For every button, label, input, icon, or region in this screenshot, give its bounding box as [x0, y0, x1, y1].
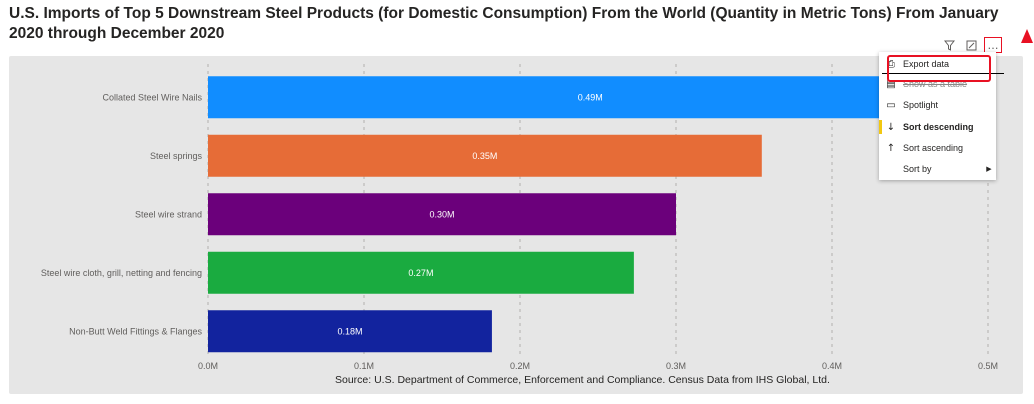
menu-item-label: Export data — [903, 59, 950, 69]
focus-mode-icon[interactable] — [962, 37, 980, 53]
category-label: Collated Steel Wire Nails — [102, 92, 202, 102]
menu-item-label: Sort descending — [903, 122, 974, 132]
chevron-right-icon: ▶ — [986, 166, 992, 173]
data-label: 0.27M — [408, 268, 433, 278]
x-tick-label: 0.2M — [510, 361, 530, 371]
menu-item-sort-descending[interactable]: ↓ Sort descending — [879, 117, 996, 137]
export-data-highlight — [887, 55, 991, 82]
bar[interactable] — [208, 251, 634, 294]
x-tick-label: 0.4M — [822, 361, 842, 371]
category-label: Steel springs — [150, 151, 203, 161]
bar[interactable] — [208, 193, 676, 236]
menu-item-label: Sort by — [903, 164, 932, 174]
chart-title: U.S. Imports of Top 5 Downstream Steel P… — [9, 5, 999, 42]
x-tick-label: 0.3M — [666, 361, 686, 371]
menu-item-sort-ascending[interactable]: ↑ Sort ascending — [879, 138, 996, 158]
menu-item-label: Spotlight — [903, 100, 939, 110]
chart-panel: 0.0M 0.1M 0.2M 0.3M 0.4M 0.5M Collated Steel W… — [9, 56, 1023, 394]
data-label: 0.49M — [578, 92, 603, 102]
menu-item-export-data[interactable]: ⎙ Export data — [879, 54, 996, 74]
category-label: Steel wire cloth, grill, netting and fen… — [41, 268, 202, 278]
sort-descending-icon: ↓ — [886, 121, 896, 133]
table-icon: ▤ — [886, 78, 896, 90]
sort-ascending-icon: ↑ — [886, 142, 896, 154]
data-label: 0.18M — [337, 326, 362, 336]
selected-indicator — [879, 120, 882, 134]
x-tick-label: 0.5M — [978, 361, 998, 371]
x-tick-label: 0.0M — [198, 361, 218, 371]
annotation-arrow — [1021, 29, 1033, 43]
more-options-button[interactable]: … — [984, 37, 1002, 53]
bar[interactable] — [208, 134, 762, 177]
data-label: 0.35M — [472, 151, 497, 161]
bar[interactable] — [208, 310, 492, 353]
category-label: Steel wire strand — [135, 209, 202, 219]
bar[interactable] — [208, 76, 973, 119]
annotation-underline — [882, 73, 1004, 74]
menu-item-sort-by[interactable]: Sort by ▶ — [879, 159, 996, 179]
bar-chart: 0.0M 0.1M 0.2M 0.3M 0.4M 0.5M Collated Steel W… — [41, 64, 998, 371]
menu-item-label: Sort ascending — [903, 143, 964, 153]
menu-item-show-as-table[interactable]: ▤ Show as a table — [879, 74, 996, 94]
filter-icon[interactable] — [940, 37, 958, 53]
menu-item-label: Show as a table — [903, 79, 968, 89]
category-label: Non-Butt Weld Fittings & Flanges — [69, 326, 202, 336]
data-label: 0.30M — [429, 209, 454, 219]
visual-header: … — [940, 37, 1002, 53]
export-icon: ⎙ — [887, 58, 895, 70]
menu-item-spotlight[interactable]: ▭ Spotlight — [879, 95, 996, 115]
spotlight-icon: ▭ — [886, 99, 896, 111]
x-tick-label: 0.1M — [354, 361, 374, 371]
source-note: Source: U.S. Department of Commerce, Enf… — [335, 374, 830, 386]
